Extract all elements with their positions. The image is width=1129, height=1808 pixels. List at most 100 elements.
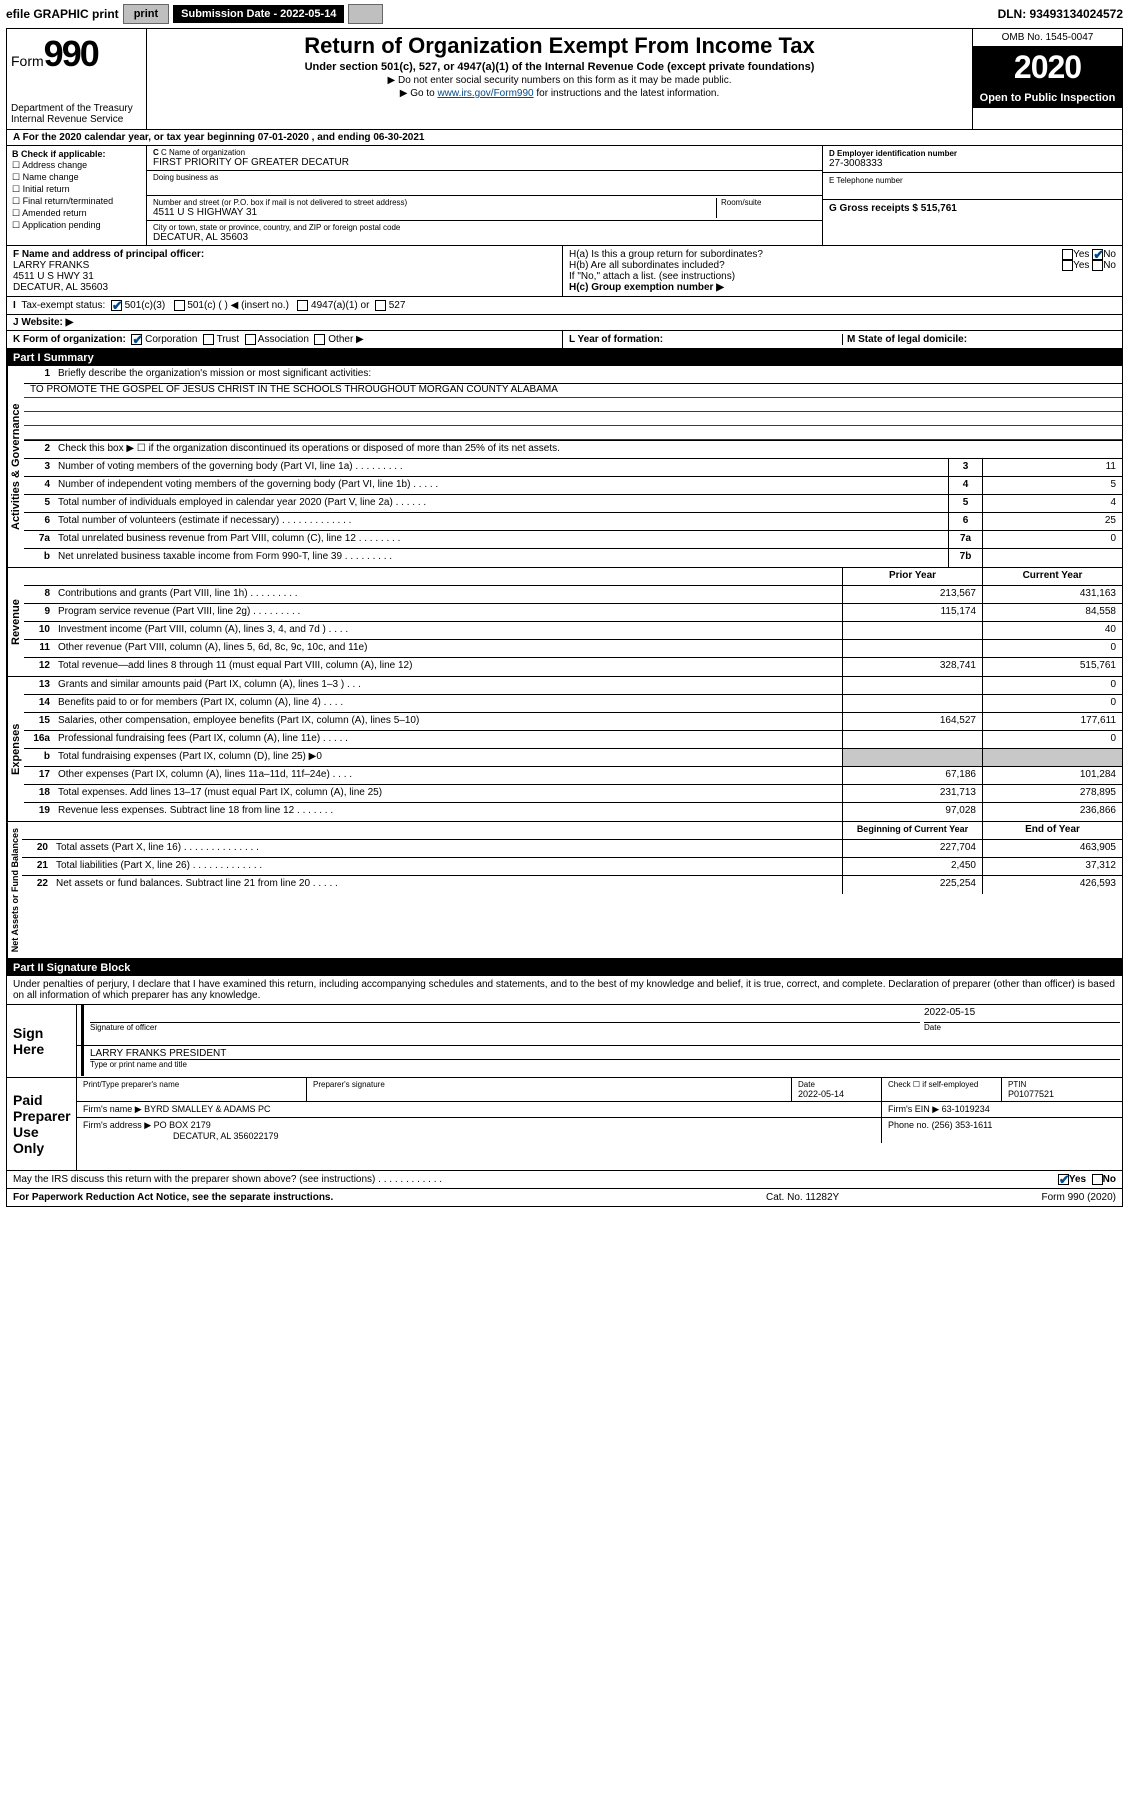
firm-name-label: Firm's name ▶	[83, 1104, 142, 1114]
l-year-formation: L Year of formation:	[569, 334, 843, 345]
firm-addr2: DECATUR, AL 356022179	[173, 1131, 279, 1141]
gov-line-5: 5 Total number of individuals employed i…	[24, 495, 1122, 513]
side-rev: Revenue	[7, 568, 24, 676]
open-inspection: Open to Public Inspection	[973, 88, 1122, 108]
hb-label: H(b) Are all subordinates included?	[569, 260, 1062, 271]
room-label: Room/suite	[721, 198, 816, 207]
hc-label: H(c) Group exemption number ▶	[569, 282, 1116, 293]
line1-desc: Briefly describe the organization's miss…	[54, 366, 1122, 383]
dln: DLN: 93493134024572	[998, 7, 1123, 21]
blank-button[interactable]	[348, 4, 382, 24]
check-assoc[interactable]	[245, 334, 256, 345]
phone-number: (256) 353-1611	[932, 1120, 993, 1130]
net-assets-section: Net Assets or Fund Balances Beginning of…	[7, 822, 1122, 960]
revenue-section: Revenue Prior Year Current Year 8 Contri…	[7, 568, 1122, 677]
phone-label: Phone no.	[888, 1120, 929, 1130]
line-9: 9 Program service revenue (Part VIII, li…	[24, 604, 1122, 622]
discuss-yes[interactable]	[1058, 1174, 1069, 1185]
prep-date: 2022-05-14	[798, 1089, 875, 1099]
line-14: 14 Benefits paid to or for members (Part…	[24, 695, 1122, 713]
firm-addr1: PO BOX 2179	[154, 1120, 211, 1130]
officer-addr2: DECATUR, AL 35603	[13, 282, 556, 293]
discuss-row: May the IRS discuss this return with the…	[7, 1171, 1122, 1188]
footer: For Paperwork Reduction Act Notice, see …	[7, 1188, 1122, 1206]
self-employed-check[interactable]: Check ☐ if self-employed	[888, 1080, 995, 1089]
addr-label: Number and street (or P.O. box if mail i…	[153, 198, 716, 207]
check-pending[interactable]: ☐ Application pending	[12, 220, 141, 231]
firm-name: BYRD SMALLEY & ADAMS PC	[144, 1104, 270, 1114]
penalty-statement: Under penalties of perjury, I declare th…	[7, 976, 1122, 1005]
row-k-l-m: K Form of organization: Corporation Trus…	[7, 331, 1122, 350]
line-20: 20 Total assets (Part X, line 16) . . . …	[22, 840, 1122, 858]
check-initial-return[interactable]: ☐ Initial return	[12, 184, 141, 195]
line2-desc: Check this box ▶ ☐ if the organization d…	[54, 441, 1122, 458]
check-final-return[interactable]: ☐ Final return/terminated	[12, 196, 141, 207]
gross-receipts: G Gross receipts $ 515,761	[829, 203, 1116, 214]
type-name-label: Type or print name and title	[90, 1060, 1120, 1069]
paid-preparer-label: Paid Preparer Use Only	[7, 1078, 77, 1170]
irs-link[interactable]: www.irs.gov/Form990	[437, 88, 533, 99]
form-ref: Form 990 (2020)	[966, 1192, 1116, 1203]
line-19: 19 Revenue less expenses. Subtract line …	[24, 803, 1122, 821]
expenses-section: Expenses 13 Grants and similar amounts p…	[7, 677, 1122, 822]
prep-name-label: Print/Type preparer's name	[83, 1080, 300, 1089]
line-10: 10 Investment income (Part VIII, column …	[24, 622, 1122, 640]
check-address-change[interactable]: ☐ Address change	[12, 160, 141, 171]
check-4947[interactable]	[297, 300, 308, 311]
sign-here-label: Sign Here	[7, 1005, 77, 1077]
officer-addr1: 4511 U S HWY 31	[13, 271, 556, 282]
city-label: City or town, state or province, country…	[153, 223, 816, 232]
side-exp: Expenses	[7, 677, 24, 821]
hb-yes[interactable]	[1062, 260, 1073, 271]
discuss-text: May the IRS discuss this return with the…	[13, 1174, 1058, 1185]
ha-label: H(a) Is this a group return for subordin…	[569, 249, 1062, 260]
ptin-value: P01077521	[1008, 1089, 1116, 1099]
line-b: b Total fundraising expenses (Part IX, c…	[24, 749, 1122, 767]
check-name-change[interactable]: ☐ Name change	[12, 172, 141, 183]
check-amended[interactable]: ☐ Amended return	[12, 208, 141, 219]
section-b-d: B Check if applicable: ☐ Address change …	[7, 146, 1122, 246]
line-18: 18 Total expenses. Add lines 13–17 (must…	[24, 785, 1122, 803]
activities-governance: Activities & Governance 1 Briefly descri…	[7, 366, 1122, 568]
line-11: 11 Other revenue (Part VIII, column (A),…	[24, 640, 1122, 658]
sign-here-section: Sign Here Signature of officer 2022-05-1…	[7, 1005, 1122, 1078]
b-label: B Check if applicable:	[12, 149, 106, 159]
tax-year: 2020	[973, 47, 1122, 88]
ha-no[interactable]	[1092, 249, 1103, 260]
paid-preparer-section: Paid Preparer Use Only Print/Type prepar…	[7, 1078, 1122, 1171]
check-501c[interactable]	[174, 300, 185, 311]
check-corp[interactable]	[131, 334, 142, 345]
section-f-h: F Name and address of principal officer:…	[7, 246, 1122, 297]
firm-ein: 63-1019234	[942, 1104, 990, 1114]
omb-number: OMB No. 1545-0047	[973, 29, 1122, 47]
note-ssn: ▶ Do not enter social security numbers o…	[155, 75, 964, 86]
form-number: Form990	[11, 33, 142, 75]
firm-ein-label: Firm's EIN ▶	[888, 1104, 939, 1114]
beg-year-header: Beginning of Current Year	[842, 822, 982, 839]
discuss-no[interactable]	[1092, 1174, 1103, 1185]
row-j-website: J Website: ▶	[7, 315, 1122, 331]
prep-date-label: Date	[798, 1080, 875, 1089]
sig-officer-label: Signature of officer	[90, 1023, 920, 1032]
gov-line-6: 6 Total number of volunteers (estimate i…	[24, 513, 1122, 531]
f-label: F Name and address of principal officer:	[13, 249, 556, 260]
print-button[interactable]: print	[123, 4, 169, 24]
hb-no[interactable]	[1092, 260, 1103, 271]
m-state: M State of legal domicile:	[843, 334, 1116, 345]
c-label: C C Name of organization	[153, 148, 816, 157]
line-8: 8 Contributions and grants (Part VIII, l…	[24, 586, 1122, 604]
officer-name: LARRY FRANKS	[13, 260, 556, 271]
street-address: 4511 U S HIGHWAY 31	[153, 207, 716, 218]
note-link: ▶ Go to www.irs.gov/Form990 for instruct…	[155, 88, 964, 99]
cat-no: Cat. No. 11282Y	[766, 1192, 966, 1203]
ha-yes[interactable]	[1062, 249, 1073, 260]
firm-addr-label: Firm's address ▶	[83, 1120, 151, 1130]
check-501c3[interactable]	[111, 300, 122, 311]
form-container: Form990 Department of the Treasury Inter…	[6, 28, 1123, 1207]
check-trust[interactable]	[203, 334, 214, 345]
date-label: Date	[924, 1023, 1120, 1032]
check-527[interactable]	[375, 300, 386, 311]
check-other[interactable]	[314, 334, 325, 345]
line-22: 22 Net assets or fund balances. Subtract…	[22, 876, 1122, 894]
end-year-header: End of Year	[982, 822, 1122, 839]
